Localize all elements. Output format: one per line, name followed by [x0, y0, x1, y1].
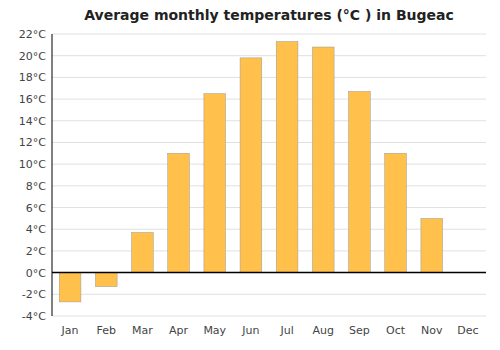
- x-tick-label: Apr: [169, 324, 189, 337]
- x-tick-label: Nov: [421, 324, 443, 337]
- bar: [95, 273, 117, 287]
- grid-line: [52, 294, 486, 295]
- y-tick-label: 8°C: [26, 180, 46, 193]
- bar: [204, 94, 226, 273]
- grid-line: [52, 316, 486, 317]
- x-tick-label: Oct: [386, 324, 406, 337]
- y-axis-line: [52, 34, 53, 316]
- grid-line: [52, 120, 486, 121]
- bar: [276, 42, 298, 273]
- x-tick-label: Jun: [241, 324, 259, 337]
- bar: [168, 153, 190, 272]
- y-tick-label: 0°C: [26, 267, 46, 280]
- bar: [240, 58, 262, 273]
- bar: [421, 218, 443, 272]
- grid-line: [52, 142, 486, 143]
- y-tick-label: 10°C: [19, 158, 46, 171]
- grid-line: [52, 34, 486, 35]
- x-tick-label: Jul: [279, 324, 293, 337]
- bar: [59, 273, 81, 302]
- x-tick-label: Mar: [132, 324, 153, 337]
- y-tick-label: 2°C: [26, 245, 46, 258]
- y-tick-label: 6°C: [26, 202, 46, 215]
- grid-line: [52, 164, 486, 165]
- grid-line: [52, 185, 486, 186]
- y-tick-label: 16°C: [19, 93, 46, 106]
- bars: [59, 42, 442, 302]
- x-tick-label: Sep: [349, 324, 370, 337]
- x-tick-label: Feb: [97, 324, 116, 337]
- y-tick-label: 22°C: [19, 28, 46, 41]
- grid: [52, 34, 486, 316]
- grid-line: [52, 99, 486, 100]
- title: Average monthly temperatures (°C ) in Bu…: [84, 7, 454, 23]
- grid-line: [52, 77, 486, 78]
- bar: [385, 153, 407, 272]
- y-tick-label: -4°C: [22, 310, 46, 323]
- grid-line: [52, 207, 486, 208]
- grid-line: [52, 55, 486, 56]
- y-tick-label: 14°C: [19, 115, 46, 128]
- y-tick-label: 18°C: [19, 71, 46, 84]
- y-tick-label: -2°C: [22, 288, 46, 301]
- baseline: [52, 272, 486, 274]
- y-tick-label: 12°C: [19, 136, 46, 149]
- bar: [312, 47, 334, 273]
- x-tick-label: Aug: [313, 324, 334, 337]
- bar: [132, 232, 154, 272]
- bar: [349, 91, 371, 272]
- grid-line: [52, 272, 486, 273]
- y-tick-label: 20°C: [19, 50, 46, 63]
- chart: Average monthly temperatures (°C ) in Bu…: [0, 0, 500, 350]
- x-tick-label: Jan: [61, 324, 79, 337]
- x-tick-label: Dec: [457, 324, 478, 337]
- x-tick-label: May: [203, 324, 226, 337]
- y-tick-label: 4°C: [26, 223, 46, 236]
